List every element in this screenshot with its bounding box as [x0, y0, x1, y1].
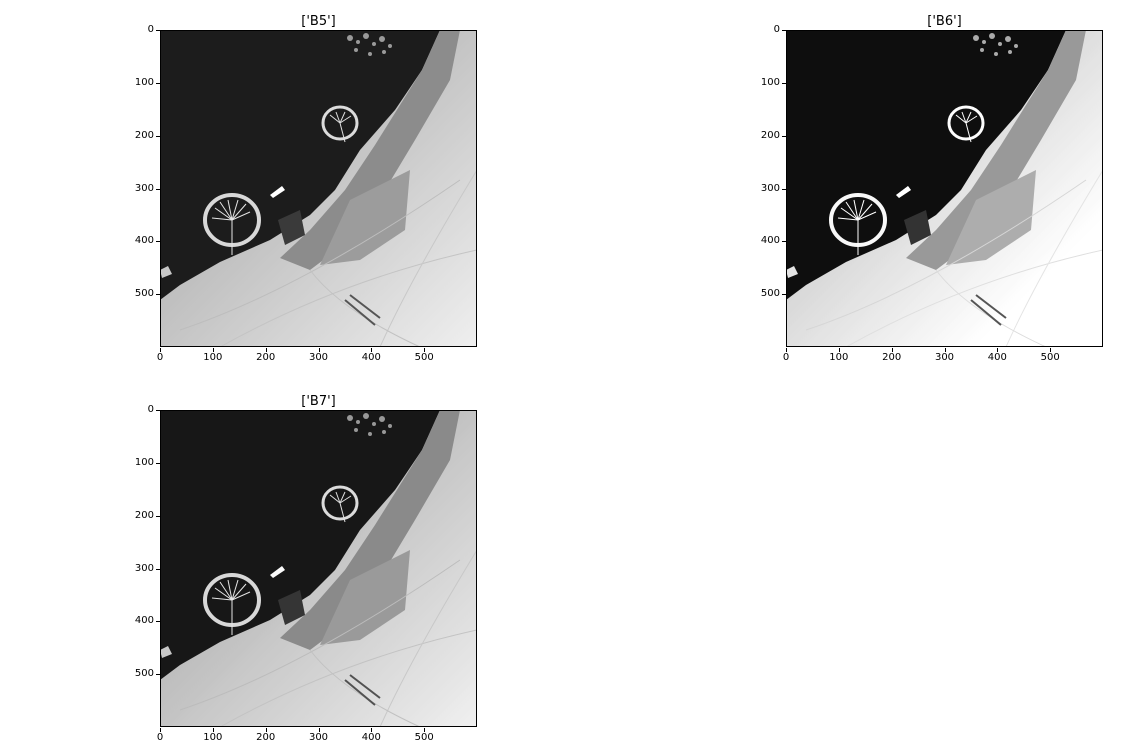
y-tick-label: 300 [740, 183, 786, 195]
y-tick-label: 400 [740, 235, 786, 247]
y-tick-label: 500 [740, 288, 786, 300]
image-b6 [786, 30, 1103, 347]
x-tick-label: 500 [1030, 348, 1070, 364]
x-tick-label: 400 [351, 728, 391, 744]
axes-frame [160, 410, 477, 727]
panel-b5: ['B5'] 0 100 200 300 400 500 0 100 200 300 400 500 [0, 14, 477, 364]
x-tick-label: 300 [299, 348, 339, 364]
y-tick-label: 0 [114, 404, 160, 416]
y-tick-label: 100 [740, 77, 786, 89]
x-tick-label: 200 [246, 728, 286, 744]
x-tick-label: 100 [193, 348, 233, 364]
x-tick-label: 100 [193, 728, 233, 744]
axes-frame [786, 30, 1103, 347]
y-tick-label: 300 [114, 563, 160, 575]
y-tick-label: 200 [114, 130, 160, 142]
y-tick-label: 200 [114, 510, 160, 522]
y-tick-label: 100 [114, 457, 160, 469]
image-b7 [160, 410, 477, 727]
panel-title-b5: ['B5'] [301, 14, 336, 29]
x-tick-label: 0 [140, 348, 180, 364]
y-tick-label: 400 [114, 615, 160, 627]
x-tick-label: 400 [351, 348, 391, 364]
y-tick-label: 0 [740, 24, 786, 36]
x-tick-label: 500 [404, 728, 444, 744]
y-tick-label: 500 [114, 288, 160, 300]
x-tick-label: 300 [925, 348, 965, 364]
y-tick-label: 300 [114, 183, 160, 195]
x-tick-label: 0 [766, 348, 806, 364]
y-tick-label: 200 [740, 130, 786, 142]
x-tick-label: 200 [246, 348, 286, 364]
x-tick-label: 500 [404, 348, 444, 364]
panel-b6: ['B6'] 0 100 200 300 400 500 0 100 200 300 400 500 [626, 14, 1103, 364]
x-tick-label: 400 [977, 348, 1017, 364]
x-tick-label: 0 [140, 728, 180, 744]
x-tick-label: 300 [299, 728, 339, 744]
y-tick-label: 0 [114, 24, 160, 36]
panel-title-b7: ['B7'] [301, 394, 336, 409]
panel-b7: ['B7'] 0 100 200 300 400 500 0 100 200 300 400 500 [0, 394, 477, 744]
y-tick-label: 100 [114, 77, 160, 89]
axes-frame [160, 30, 477, 347]
panel-title-b6: ['B6'] [927, 14, 962, 29]
y-tick-label: 400 [114, 235, 160, 247]
x-tick-label: 200 [872, 348, 912, 364]
x-tick-label: 100 [819, 348, 859, 364]
image-b5 [160, 30, 477, 347]
y-tick-label: 500 [114, 668, 160, 680]
